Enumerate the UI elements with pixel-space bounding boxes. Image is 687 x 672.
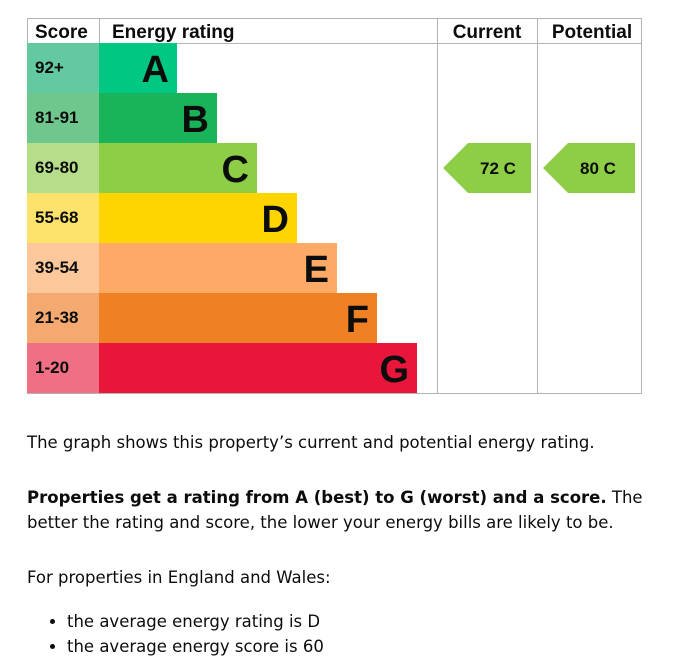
band-bar-b [99,93,217,143]
band-letter-g: G [379,349,409,391]
rating-explanation-rest: The better the rating and score, the low… [27,488,643,532]
score-range-c: 69-80 [35,158,78,177]
score-range-b: 81-91 [35,108,78,127]
average-rating-item: the average energy rating is D [67,609,324,634]
band-letter-e: E [304,249,329,291]
current-arrow [443,143,531,193]
score-cell-d [27,193,99,243]
band-bar-e [99,243,337,293]
band-bar-a [99,43,177,93]
rating-arrows: 72 C 80 C [443,143,635,193]
band-letter-d: D [262,199,289,241]
score-range-f: 21-38 [35,308,78,327]
rating-explanation-bold: Properties get a rating from A (best) to… [27,488,607,507]
potential-arrow [543,143,635,193]
header-current: Current [453,22,522,43]
band-bar-g [99,343,417,393]
score-range-e: 39-54 [35,258,79,277]
potential-rating-label: 80 C [580,159,616,178]
score-cell-g [27,343,99,393]
header-potential: Potential [552,22,632,43]
score-range-d: 55-68 [35,208,78,227]
average-list: the average energy rating is D the avera… [27,609,324,659]
region-intro: For properties in England and Wales: [27,568,331,587]
epc-chart: Score Energy rating Current Potential 92… [27,18,642,394]
score-cell-e [27,243,99,293]
rating-explanation: Properties get a rating from A (best) to… [27,485,657,535]
average-score-item: the average energy score is 60 [67,634,324,659]
band-letter-b: B [182,99,209,141]
score-range-a: 92+ [35,58,64,77]
band-letter-a: A [142,49,169,91]
score-cell-a [27,43,99,93]
score-range-g: 1-20 [35,358,69,377]
band-letter-c: C [222,149,249,191]
graph-description: The graph shows this property’s current … [27,433,595,452]
current-rating-label: 72 C [480,159,516,178]
band-bar-d [99,193,297,243]
rating-bands: 92+ A 81-91 B 69-80 C 55-68 D 39-54 E 21-38 F 1-20 G [27,43,417,393]
band-bar-c [99,143,257,193]
header-score: Score [35,22,88,43]
score-cell-c [27,143,99,193]
band-bar-f [99,293,377,343]
score-cell-b [27,93,99,143]
header-energy-rating: Energy rating [112,22,234,43]
band-letter-f: F [346,299,369,341]
score-cell-f [27,293,99,343]
